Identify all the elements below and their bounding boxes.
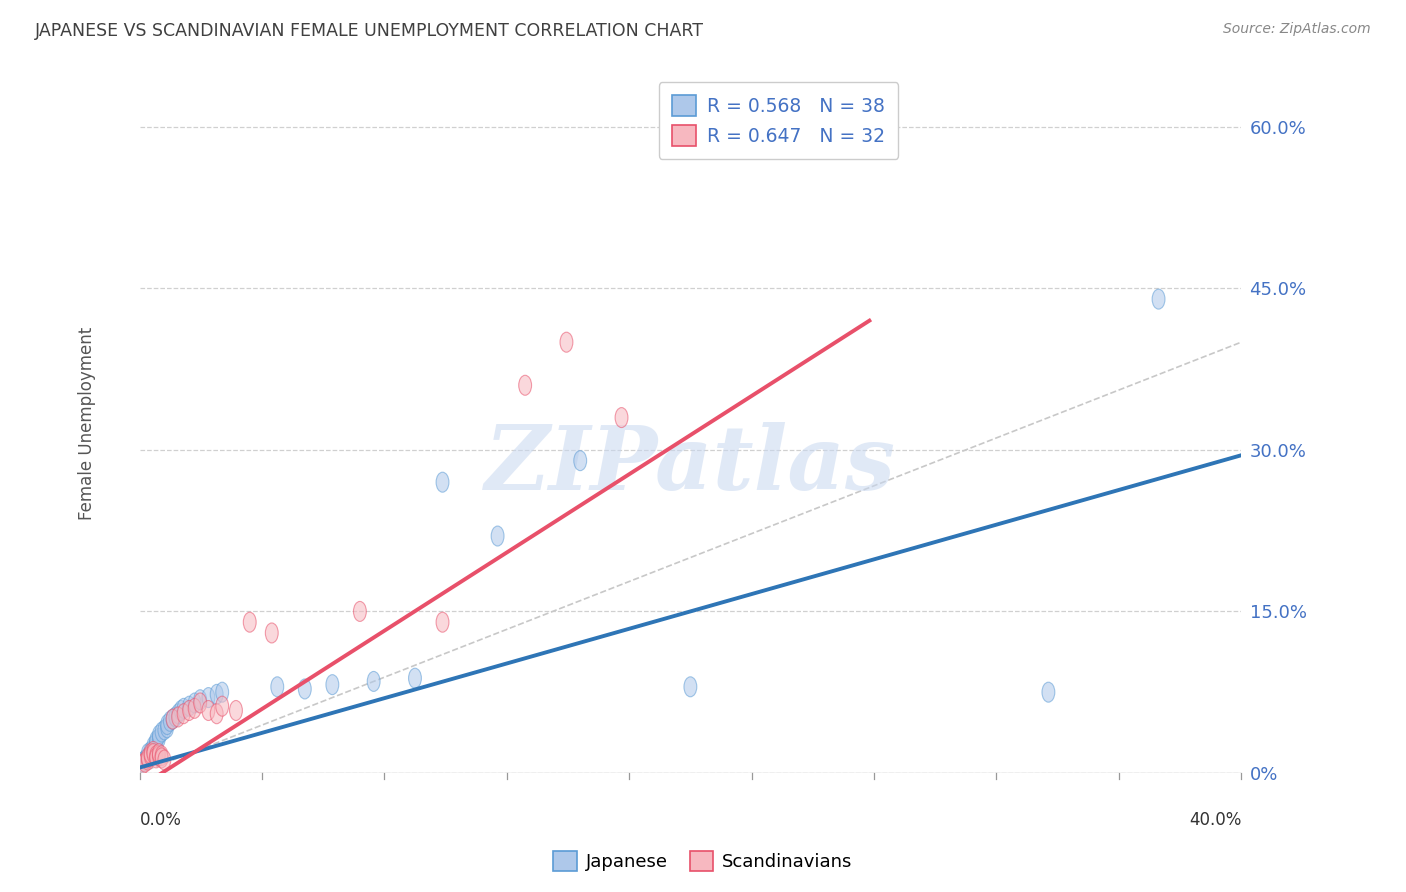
Ellipse shape (152, 725, 166, 745)
Ellipse shape (683, 677, 697, 697)
Text: Female Unemployment: Female Unemployment (77, 326, 96, 520)
Ellipse shape (1152, 289, 1166, 310)
Ellipse shape (367, 672, 380, 691)
Ellipse shape (202, 688, 215, 707)
Ellipse shape (160, 718, 173, 738)
Ellipse shape (146, 744, 160, 764)
Ellipse shape (142, 750, 155, 770)
Ellipse shape (146, 736, 160, 756)
Ellipse shape (136, 755, 149, 774)
Ellipse shape (149, 747, 163, 768)
Ellipse shape (152, 746, 166, 765)
Ellipse shape (145, 744, 157, 764)
Ellipse shape (172, 707, 184, 727)
Ellipse shape (1042, 682, 1054, 702)
Ellipse shape (152, 744, 166, 764)
Ellipse shape (157, 720, 170, 739)
Ellipse shape (560, 332, 572, 352)
Ellipse shape (491, 526, 503, 546)
Ellipse shape (139, 752, 152, 772)
Ellipse shape (149, 746, 163, 765)
Ellipse shape (188, 698, 201, 718)
Legend: Japanese, Scandinavians: Japanese, Scandinavians (547, 844, 859, 879)
Ellipse shape (243, 612, 256, 632)
Ellipse shape (614, 408, 628, 427)
Ellipse shape (152, 729, 166, 748)
Ellipse shape (436, 612, 449, 632)
Ellipse shape (146, 739, 160, 759)
Ellipse shape (145, 746, 157, 765)
Ellipse shape (215, 682, 229, 702)
Ellipse shape (160, 714, 173, 734)
Ellipse shape (229, 700, 242, 721)
Ellipse shape (139, 750, 152, 770)
Ellipse shape (169, 707, 181, 727)
Ellipse shape (202, 700, 215, 721)
Ellipse shape (266, 623, 278, 643)
Ellipse shape (574, 450, 586, 471)
Ellipse shape (172, 704, 184, 723)
Ellipse shape (149, 731, 163, 751)
Ellipse shape (142, 747, 155, 767)
Ellipse shape (188, 693, 201, 713)
Ellipse shape (149, 733, 163, 753)
Ellipse shape (157, 750, 170, 770)
Ellipse shape (166, 709, 179, 729)
Ellipse shape (145, 741, 157, 762)
Ellipse shape (211, 704, 224, 723)
Ellipse shape (146, 741, 160, 762)
Ellipse shape (163, 711, 176, 731)
Text: ZIPatlas: ZIPatlas (485, 422, 896, 508)
Ellipse shape (194, 690, 207, 710)
Ellipse shape (166, 709, 179, 729)
Ellipse shape (136, 752, 149, 772)
Ellipse shape (211, 684, 224, 705)
Ellipse shape (519, 376, 531, 395)
Ellipse shape (409, 668, 422, 689)
Ellipse shape (142, 744, 155, 764)
Ellipse shape (326, 674, 339, 695)
Text: JAPANESE VS SCANDINAVIAN FEMALE UNEMPLOYMENT CORRELATION CHART: JAPANESE VS SCANDINAVIAN FEMALE UNEMPLOY… (35, 22, 704, 40)
Ellipse shape (194, 693, 207, 713)
Text: Source: ZipAtlas.com: Source: ZipAtlas.com (1223, 22, 1371, 37)
Ellipse shape (177, 698, 190, 718)
Ellipse shape (353, 601, 367, 622)
Ellipse shape (183, 696, 195, 716)
Ellipse shape (298, 679, 311, 699)
Ellipse shape (142, 747, 155, 768)
Ellipse shape (174, 700, 187, 721)
Ellipse shape (436, 472, 449, 492)
Legend: R = 0.568   N = 38, R = 0.647   N = 32: R = 0.568 N = 38, R = 0.647 N = 32 (658, 82, 898, 159)
Ellipse shape (183, 700, 195, 721)
Ellipse shape (155, 722, 169, 742)
Ellipse shape (177, 704, 190, 723)
Ellipse shape (155, 747, 169, 768)
Ellipse shape (215, 696, 229, 716)
Text: 40.0%: 40.0% (1189, 811, 1241, 829)
Ellipse shape (271, 677, 284, 697)
Ellipse shape (155, 746, 169, 765)
Text: 0.0%: 0.0% (139, 811, 181, 829)
